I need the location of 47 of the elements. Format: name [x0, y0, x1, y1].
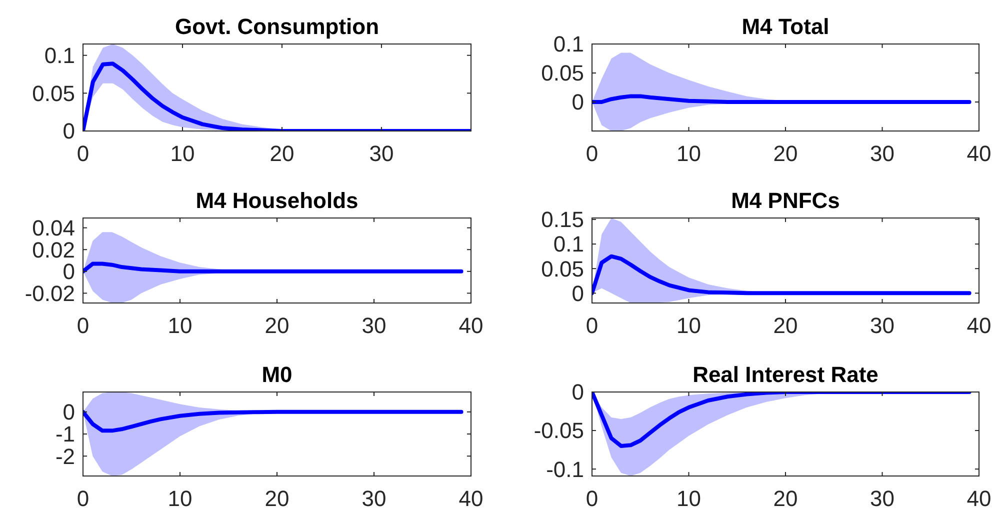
- chart-title: Real Interest Rate: [692, 362, 878, 387]
- y-tick-label: 0.05: [541, 60, 584, 86]
- y-tick-label: 0.1: [553, 32, 584, 57]
- x-tick-label: 10: [676, 486, 701, 511]
- x-tick-label: 40: [458, 313, 484, 338]
- x-tick-label: 30: [362, 313, 386, 338]
- line-series: [592, 254, 972, 296]
- y-tick-label: 0.15: [541, 207, 584, 232]
- y-tick-label: 0.05: [541, 256, 584, 282]
- x-tick-label: 30: [870, 486, 894, 511]
- chart-title: M0: [262, 362, 292, 387]
- x-tick-label: 30: [870, 313, 894, 338]
- line-series: [83, 410, 464, 433]
- x-tick-label: 20: [773, 486, 798, 511]
- x-tick-label: 20: [773, 313, 798, 338]
- x-tick-label: 20: [264, 313, 290, 338]
- chart-title: M4 PNFCs: [731, 188, 840, 213]
- x-tick-label: 10: [676, 313, 701, 338]
- y-tick-label: 0: [572, 280, 584, 306]
- x-tick-label: 10: [676, 141, 701, 166]
- x-tick-label: 20: [270, 141, 294, 166]
- x-tick-label: 30: [362, 486, 386, 511]
- y-tick-label: -0.1: [546, 456, 584, 482]
- x-tick-label: 40: [966, 486, 992, 511]
- chart-title: M4 Total: [742, 14, 830, 39]
- y-tick-label: 0: [62, 118, 75, 144]
- y-tick-label: 0.1: [44, 43, 75, 68]
- x-tick-label: 10: [168, 486, 192, 511]
- y-tick-label: 0.1: [553, 232, 584, 257]
- y-tick-label: 0: [572, 380, 584, 405]
- x-tick-label: 10: [170, 141, 195, 166]
- x-tick-label: 30: [369, 141, 394, 166]
- line-series: [592, 392, 972, 448]
- x-tick-label: 40: [966, 313, 992, 338]
- chart-title: Govt. Consumption: [174, 14, 380, 39]
- x-tick-label: 40: [458, 486, 484, 511]
- y-tick-label: -0.05: [534, 418, 584, 444]
- x-tick-label: 20: [773, 141, 798, 166]
- line-series: [83, 262, 464, 274]
- chart-title: M4 Households: [196, 188, 358, 213]
- x-tick-label: 10: [168, 313, 192, 338]
- y-tick-label: 0: [572, 90, 584, 115]
- x-tick-label: 40: [966, 141, 992, 166]
- line-series: [83, 62, 471, 131]
- y-tick-label: 0.05: [32, 80, 75, 106]
- x-tick-label: 30: [870, 141, 894, 166]
- x-tick-label: 20: [264, 486, 290, 511]
